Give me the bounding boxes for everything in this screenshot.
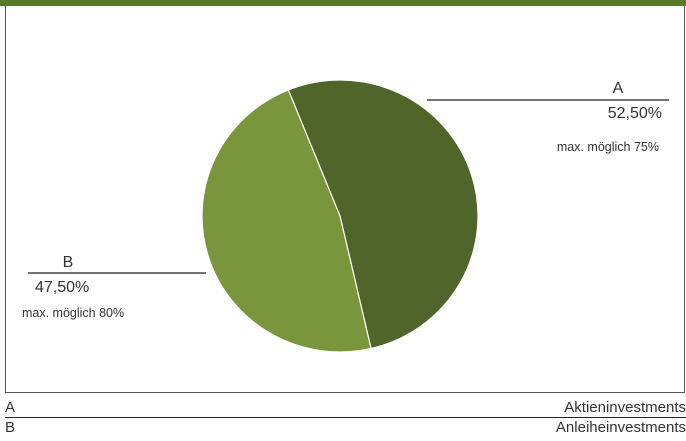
legend-row-b: B Anleiheinvestments: [5, 418, 686, 437]
legend-row-a: A Aktieninvestments: [5, 398, 686, 418]
legend-name-b: Anleiheinvestments: [555, 419, 686, 436]
slice-b-value: 47,50%: [35, 279, 89, 296]
slice-a-key: A: [613, 80, 624, 97]
slice-a-note: max. möglich 75%: [557, 140, 659, 154]
slice-a-value: 52,50%: [608, 105, 662, 122]
slice-b-note: max. möglich 80%: [22, 306, 124, 320]
legend: A Aktieninvestments B Anleiheinvestments: [5, 398, 686, 437]
pie-slice-b: [201, 89, 372, 353]
pie-slice-a: [287, 79, 479, 350]
header-bar: [0, 0, 686, 6]
legend-key-b: B: [5, 419, 16, 436]
slice-b-key: B: [63, 254, 74, 271]
legend-key-a: A: [5, 399, 16, 416]
legend-name-a: Aktieninvestments: [564, 399, 686, 416]
